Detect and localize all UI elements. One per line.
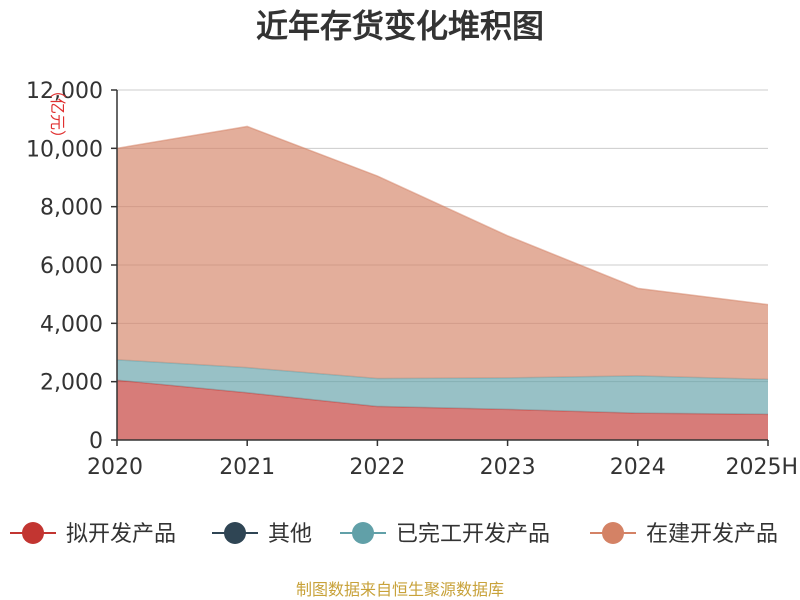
y-tick-label: 12,000 bbox=[26, 79, 103, 104]
y-axis-unit: 亿元 bbox=[48, 98, 67, 130]
y-tick-label: 10,000 bbox=[26, 137, 103, 162]
legend-marker bbox=[224, 522, 246, 544]
legend[interactable]: 拟开发产品 其他 已完工开发产品 在建开发产品 bbox=[10, 522, 778, 547]
y-tick-label: 2,000 bbox=[40, 371, 103, 396]
y-tick-label: 0 bbox=[89, 429, 103, 454]
plot-area bbox=[116, 125, 769, 440]
x-tick-label: 2020 bbox=[87, 455, 143, 480]
x-tick-label: 2022 bbox=[349, 455, 405, 480]
y-axis-ticks: 0 2,000 4,000 6,000 8,000 10,000 12,000 bbox=[26, 79, 117, 454]
x-tick-label: 2024 bbox=[610, 455, 666, 480]
legend-label: 拟开发产品 bbox=[66, 522, 176, 547]
x-axis-ticks: 2020 2021 2022 2023 2024 2025H bbox=[87, 440, 798, 480]
legend-item[interactable]: 在建开发产品 bbox=[590, 522, 778, 547]
y-tick-label: 6,000 bbox=[40, 254, 103, 279]
area-series-3 bbox=[117, 126, 768, 380]
legend-label: 在建开发产品 bbox=[646, 522, 778, 547]
legend-item[interactable]: 拟开发产品 bbox=[10, 522, 176, 547]
legend-marker bbox=[602, 522, 624, 544]
y-tick-label: 8,000 bbox=[40, 196, 103, 221]
series-line-3 bbox=[116, 125, 769, 306]
legend-label: 已完工开发产品 bbox=[396, 522, 550, 547]
x-tick-label: 2023 bbox=[480, 455, 536, 480]
legend-label: 其他 bbox=[268, 522, 312, 547]
x-tick-label: 2021 bbox=[219, 455, 275, 480]
legend-marker bbox=[352, 522, 374, 544]
y-axis-unit-label: （亿元） bbox=[48, 82, 67, 146]
x-tick-label: 2025H bbox=[725, 455, 798, 480]
legend-item[interactable]: 其他 bbox=[212, 522, 312, 547]
data-source-note: 制图数据来自恒生聚源数据库 bbox=[296, 580, 504, 599]
legend-item[interactable]: 已完工开发产品 bbox=[340, 522, 550, 547]
legend-marker bbox=[22, 522, 44, 544]
area-series-2 bbox=[117, 359, 768, 415]
area-series-0 bbox=[117, 380, 768, 440]
y-tick-label: 4,000 bbox=[40, 312, 103, 337]
chart-title: 近年存货变化堆积图 bbox=[256, 7, 544, 45]
